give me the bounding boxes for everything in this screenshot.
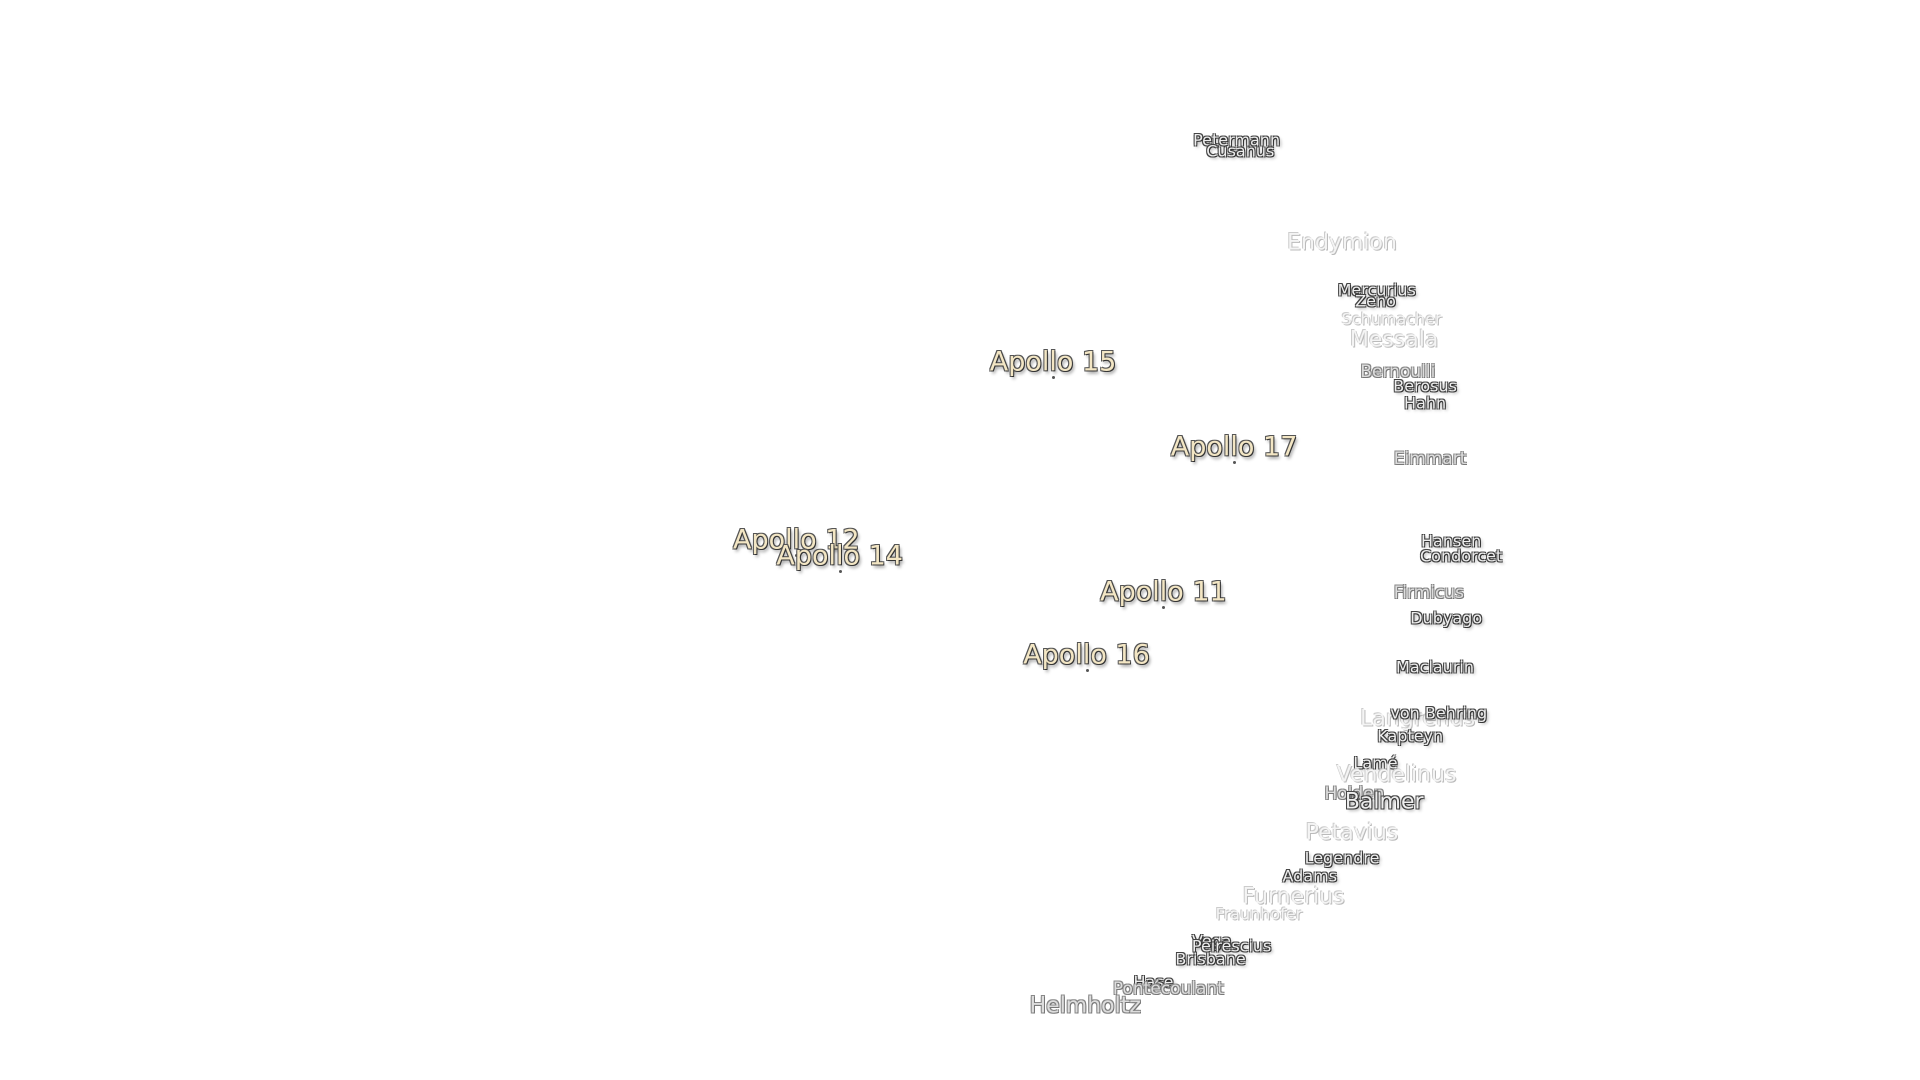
crater-label: Kapteyn	[1377, 726, 1444, 745]
crater-label: Peirescius	[1191, 936, 1272, 956]
crater-label: Langrenus	[1360, 706, 1476, 732]
crater-label: Cusanus	[1206, 141, 1275, 161]
crater-label: Helmholtz	[1029, 993, 1141, 1019]
landing-site-marker	[1162, 605, 1166, 609]
crater-label: Balmer	[1344, 789, 1424, 815]
crater-label: Vega	[1192, 931, 1232, 951]
landing-site-marker	[1052, 376, 1056, 380]
crater-label: Hase	[1133, 972, 1174, 992]
crater-label: Messala	[1349, 327, 1439, 353]
crater-label: Petermann	[1193, 130, 1281, 150]
crater-label: Firmicus	[1393, 582, 1464, 603]
crater-label: Mercurius	[1337, 280, 1416, 300]
crater-label: Condorcet	[1419, 546, 1503, 566]
landing-site-label: Apollo 11	[1100, 576, 1227, 608]
crater-label: Legendre	[1304, 848, 1380, 868]
landing-site-label: Apollo 15	[989, 346, 1117, 378]
landing-site-marker	[838, 569, 842, 573]
crater-label: Fraunhofer	[1215, 904, 1303, 924]
landing-site-label: Apollo 12	[732, 524, 860, 556]
landing-site-label: Apollo 17	[1170, 431, 1298, 462]
crater-label: Vendelinus	[1336, 762, 1457, 788]
crater-label: Adams	[1282, 866, 1338, 886]
crater-label: Bernoulli	[1360, 362, 1436, 383]
crater-label: Zeno	[1355, 291, 1396, 311]
crater-label: Hahn	[1404, 393, 1447, 413]
landing-site-label: Apollo 16	[1023, 639, 1150, 671]
crater-label: Holden	[1324, 783, 1385, 804]
crater-label: Lamé	[1353, 753, 1398, 773]
landing-site-marker	[1085, 668, 1089, 672]
crater-label: Endymion	[1287, 230, 1397, 256]
landing-site-marker	[1233, 460, 1237, 464]
crater-label: Dubyago	[1410, 608, 1483, 628]
crater-label: Maclaurin	[1396, 657, 1475, 677]
landing-site-label: Apollo 14	[776, 540, 903, 572]
crater-label: Schumacher	[1341, 309, 1442, 329]
crater-label: von Behring	[1390, 703, 1488, 723]
crater-label: Berosus	[1393, 376, 1457, 396]
crater-label: Furnerius	[1242, 884, 1345, 910]
crater-label: Brisbane	[1175, 949, 1246, 969]
crater-label: Eimmart	[1393, 448, 1467, 469]
crater-label: Hansen	[1421, 531, 1482, 551]
landing-site-marker	[795, 553, 799, 557]
crater-label: Petavius	[1305, 820, 1399, 846]
crater-label: Pontécoulant	[1112, 978, 1224, 999]
